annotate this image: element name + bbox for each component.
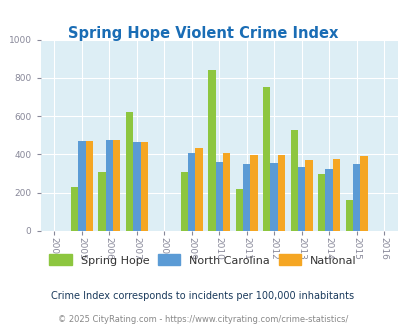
Bar (70, 187, 78, 231)
Bar (305, 160, 312, 231)
Bar (262, 87, 270, 231)
Bar (208, 70, 215, 231)
Bar (195, 148, 202, 231)
Text: Crime Index corresponds to incidents per 100,000 inhabitants: Crime Index corresponds to incidents per… (51, 291, 354, 301)
Bar (235, 189, 243, 231)
Bar (78, 141, 85, 231)
Bar (113, 140, 120, 231)
Bar (345, 200, 352, 231)
Bar (317, 174, 325, 231)
Bar (215, 162, 222, 231)
Bar (243, 164, 250, 231)
Bar (85, 141, 93, 231)
Text: © 2025 CityRating.com - https://www.cityrating.com/crime-statistics/: © 2025 CityRating.com - https://www.city… (58, 315, 347, 324)
Bar (352, 164, 360, 231)
Bar (332, 159, 339, 231)
Bar (297, 167, 305, 231)
Bar (270, 163, 277, 231)
Bar (250, 155, 257, 231)
Bar (140, 142, 147, 231)
Bar (325, 169, 332, 231)
Bar (360, 156, 367, 231)
Bar (126, 112, 133, 231)
Bar (98, 172, 105, 231)
Bar (133, 142, 140, 231)
Bar (188, 153, 195, 231)
Bar (222, 153, 230, 231)
Text: Spring Hope Violent Crime Index: Spring Hope Violent Crime Index (68, 26, 337, 41)
Legend: Spring Hope, North Carolina, National: Spring Hope, North Carolina, National (45, 250, 360, 270)
Bar (290, 130, 297, 231)
Bar (277, 155, 285, 231)
Bar (180, 172, 188, 231)
Bar (105, 140, 113, 231)
